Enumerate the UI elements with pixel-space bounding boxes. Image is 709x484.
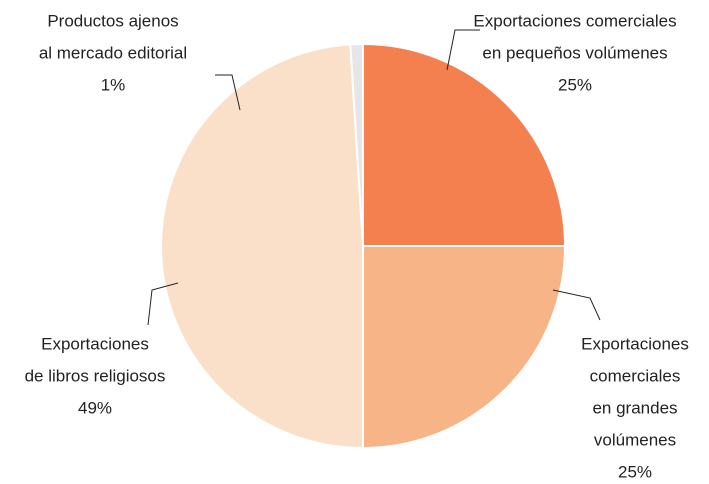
- slice-label: Exportaciones: [41, 334, 149, 353]
- leader-line: [215, 74, 241, 111]
- slice-label: en pequeños volúmenes: [482, 43, 667, 62]
- slice-label: Exportaciones comerciales: [473, 11, 676, 30]
- slice-label: Exportaciones: [581, 334, 689, 353]
- value-label: 25%: [618, 462, 652, 481]
- slice-label: Productos ajenos: [47, 11, 178, 30]
- slice-label: de libros religiosos: [25, 366, 166, 385]
- leader-line: [446, 29, 480, 71]
- pie-slice: [362, 245, 567, 450]
- value-label: 25%: [558, 75, 592, 94]
- pie-slice: [349, 42, 364, 247]
- value-label: 1%: [101, 75, 126, 94]
- pie-slice: [362, 42, 567, 247]
- slice-label: volúmenes: [594, 430, 676, 449]
- value-label: 49%: [78, 398, 112, 417]
- slice-label: al mercado editorial: [39, 43, 187, 62]
- pie-slice: [160, 43, 364, 450]
- slice-label: comerciales: [590, 366, 681, 385]
- slice-label: en grandes: [592, 398, 677, 417]
- leader-line: [147, 282, 179, 326]
- leader-line: [552, 289, 601, 321]
